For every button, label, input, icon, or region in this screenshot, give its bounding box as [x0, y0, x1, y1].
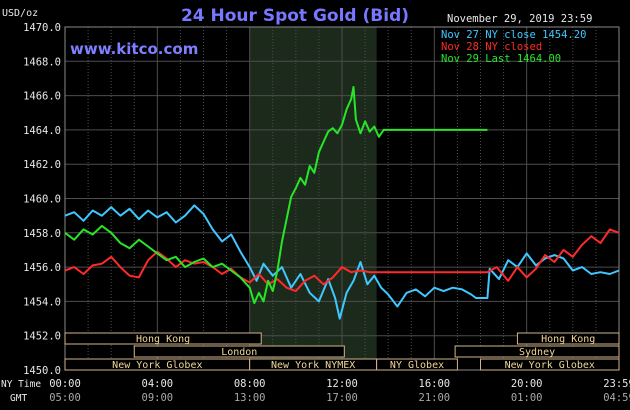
series-line-nov29: [64, 86, 488, 305]
gmt-label: GMT: [10, 393, 27, 404]
session-band-label: New York Globex: [112, 360, 202, 371]
x-tick-label-gmt: 01:00: [511, 392, 543, 404]
x-tick-label-ny: 08:00: [234, 378, 266, 390]
legend-entry-nov29: Nov 29 Last 1464.00: [441, 53, 561, 65]
session-band: [376, 358, 458, 371]
series-line-nov27: [64, 204, 620, 320]
y-tick-label: 1460.0: [23, 194, 61, 206]
session-band: [64, 332, 262, 345]
x-tick-label-gmt: 21:00: [419, 392, 451, 404]
x-tick-label-gmt: 17:00: [326, 392, 358, 404]
chart-gridlines: [64, 26, 620, 371]
y-tick-label: 1450.0: [23, 365, 61, 377]
session-band-label: Hong Kong: [136, 334, 190, 345]
chart-legend: Nov 27 NY close 1454.20 Nov 28 NY closed…: [441, 29, 586, 65]
x-tick-label-gmt: 04:59: [603, 392, 630, 404]
y-tick-label: 1468.0: [23, 56, 61, 68]
x-tick-label-gmt: 05:00: [49, 392, 81, 404]
date-label: November 29, 2019 23:59: [447, 13, 592, 25]
y-tick-label: 1454.0: [23, 296, 61, 308]
chart-title: 24 Hour Spot Gold (Bid): [181, 6, 409, 26]
x-tick-label-gmt: 13:00: [234, 392, 266, 404]
x-tick-label-ny: 00:00: [49, 378, 81, 390]
session-bands: Hong Kong Hong Kong London Sydney New York G…: [64, 332, 620, 371]
session-band-label: NY Globex: [390, 360, 444, 371]
session-band: [133, 345, 345, 358]
price-series: [64, 86, 620, 320]
session-band: [454, 345, 620, 358]
y-tick-label: 1462.0: [23, 159, 61, 171]
session-band-label: New York NYMEX: [271, 360, 355, 371]
y-tick-label: 1456.0: [23, 262, 61, 274]
x-tick-label-gmt: 09:00: [142, 392, 174, 404]
y-unit-label: USD/oz: [2, 8, 38, 19]
ny-time-label: NY Time: [1, 379, 41, 390]
y-tick-label: 1458.0: [23, 228, 61, 240]
y-tick-label: 1452.0: [23, 331, 61, 343]
y-tick-label: 1470.0: [23, 22, 61, 34]
y-tick-label: 1466.0: [23, 91, 61, 103]
x-tick-label-ny: 04:00: [142, 378, 174, 390]
session-band: [516, 332, 620, 345]
x-tick-label-ny: 12:00: [326, 378, 358, 390]
series-line-nov28: [64, 228, 620, 293]
session-band-label: Sydney: [519, 347, 555, 358]
x-tick-label-ny: 20:00: [511, 378, 543, 390]
legend-entry-nov28: Nov 28 NY closed: [441, 41, 542, 53]
axis-tick-labels: 1450.0 1452.0 1454.0 1456.0 1458.0 1460.0 1462…: [23, 22, 630, 404]
session-band-label: Hong Kong: [541, 334, 595, 345]
x-tick-label-ny: 23:59: [603, 378, 630, 390]
kitco-watermark: www.kitco.com: [70, 40, 198, 58]
session-band-label: London: [221, 347, 257, 358]
y-tick-label: 1464.0: [23, 125, 61, 137]
x-tick-label-ny: 16:00: [419, 378, 451, 390]
session-band-label: New York Globex: [505, 360, 595, 371]
session-band: [480, 358, 620, 371]
legend-entry-nov27: Nov 27 NY close 1454.20: [441, 29, 586, 41]
